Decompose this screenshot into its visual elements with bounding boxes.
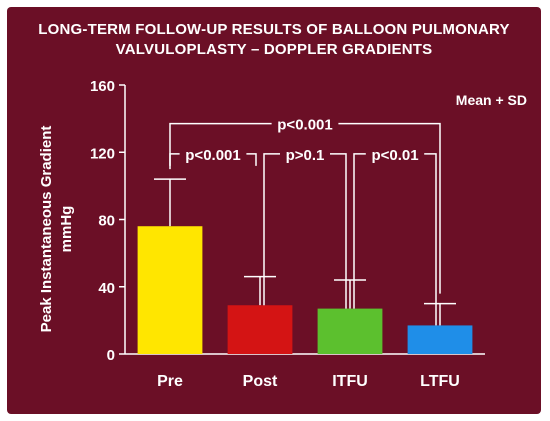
- y-tick-label: 160: [90, 78, 115, 95]
- y-tick-label: 120: [90, 145, 115, 162]
- x-tick-label-post: Post: [243, 373, 278, 390]
- y-axis-label-line-1: Peak Instantaneous Gradient: [38, 126, 55, 333]
- y-tick-label: 0: [107, 347, 115, 364]
- x-tick-labels: Pre Post ITFU LTFU: [157, 373, 460, 390]
- significance-annotations: p<0.001 p<0.001 p>0.1 p<0.01: [169, 117, 441, 326]
- legend-note: Mean + SD: [456, 92, 527, 108]
- y-axis-label-line-2: mmHg: [58, 206, 75, 253]
- bar-pre: [137, 226, 203, 354]
- x-tick-label-itfu: ITFU: [332, 373, 368, 390]
- bar-itfu: [317, 308, 383, 354]
- chart-title-line-1: LONG-TERM FOLLOW-UP RESULTS OF BALLOON P…: [38, 21, 510, 38]
- x-tick-label-ltfu: LTFU: [420, 373, 460, 390]
- bar-ltfu: [407, 325, 473, 354]
- slide-background: LONG-TERM FOLLOW-UP RESULTS OF BALLOON P…: [7, 7, 541, 414]
- y-tick-label: 80: [98, 213, 115, 230]
- bar-chart: Peak Instantaneous Gradient mmHg Mean + …: [38, 78, 527, 390]
- significance-bracket: [169, 153, 257, 166]
- p-value-label: p<0.001: [185, 147, 240, 164]
- significance-bracket: [353, 153, 437, 326]
- p-value-label: p<0.001: [277, 117, 332, 134]
- x-tick-label-pre: Pre: [157, 373, 183, 390]
- chart-title-line-2: VALVULOPLASTY – DOPPLER GRADIENTS: [115, 41, 433, 58]
- significance-bracket: [263, 153, 347, 309]
- bar-post: [227, 305, 293, 354]
- bars: [137, 178, 473, 354]
- p-value-label: p<0.01: [371, 147, 418, 164]
- p-value-label: p>0.1: [286, 147, 325, 164]
- y-tick-label: 40: [98, 280, 115, 297]
